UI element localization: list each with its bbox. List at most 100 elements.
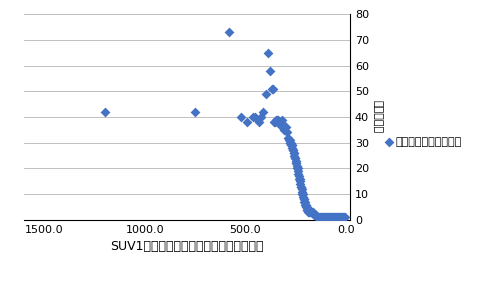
X-axis label: SUV1台あたりの巡回経路の距離（マス）: SUV1台あたりの巡回経路の距離（マス） xyxy=(110,240,264,253)
認識がずれている期間 xyxy=(299,192,307,197)
認識がずれている期間 xyxy=(287,143,295,147)
認識がずれている期間 xyxy=(101,110,108,114)
認識がずれている期間 xyxy=(300,197,308,202)
認識がずれている期間 xyxy=(327,215,335,220)
認識がずれている期間 xyxy=(337,215,345,220)
認識がずれている期間 xyxy=(292,161,300,166)
認識がずれている期間 xyxy=(289,148,297,153)
認識がずれている期間 xyxy=(302,202,310,207)
認識がずれている期間 xyxy=(304,210,312,215)
認識がずれている期間 xyxy=(226,30,233,34)
認識がずれている期間 xyxy=(339,215,347,220)
認識がずれている期間 xyxy=(277,120,284,124)
認識がずれている期間 xyxy=(336,215,344,220)
認識がずれている期間 xyxy=(309,210,316,215)
認識がずれている期間 xyxy=(263,50,271,55)
認識がずれている期間 xyxy=(301,200,309,204)
認識がずれている期間 xyxy=(333,215,341,220)
認識がずれている期間 xyxy=(314,215,322,220)
認識がずれている期間 xyxy=(238,115,245,119)
認識がずれている期間 xyxy=(307,210,314,215)
認識がずれている期間 xyxy=(329,215,337,220)
認識がずれている期間 xyxy=(294,166,301,171)
認識がずれている期間 xyxy=(341,215,349,220)
認識がずれている期間 xyxy=(294,169,302,173)
認識がずれている期間 xyxy=(321,215,329,220)
認識がずれている期間 xyxy=(275,120,282,124)
認識がずれている期間 xyxy=(298,187,306,191)
認識がずれている期間 xyxy=(316,215,324,220)
認識がずれている期間 xyxy=(296,179,304,184)
認識がずれている期間 xyxy=(322,215,330,220)
認識がずれている期間 xyxy=(335,215,343,220)
認識がずれている期間 xyxy=(297,184,305,189)
認識がずれている期間 xyxy=(325,215,333,220)
認識がずれている期間 xyxy=(295,177,303,181)
認識がずれている期間 xyxy=(287,140,295,145)
認識がずれている期間 xyxy=(282,125,290,130)
認識がずれている期間 xyxy=(313,215,321,220)
認識がずれている期間 xyxy=(308,210,315,215)
認識がずれている期間 xyxy=(266,69,274,73)
認識がずれている期間 xyxy=(260,110,267,114)
認識がずれている期間 xyxy=(306,210,313,215)
認識がずれている期間 xyxy=(296,177,304,181)
認識がずれている期間 xyxy=(293,161,300,166)
認識がずれている期間 xyxy=(283,130,291,135)
認識がずれている期間 xyxy=(284,135,292,140)
認識がずれている期間 xyxy=(288,143,295,147)
認識がずれている期間 xyxy=(294,166,301,171)
認識がずれている期間 xyxy=(271,120,278,124)
認識がずれている期間 xyxy=(323,215,330,220)
認識がずれている期間 xyxy=(311,213,319,217)
認識がずれている期間 xyxy=(286,138,294,142)
認識がずれている期間 xyxy=(296,182,304,186)
認識がずれている期間 xyxy=(318,215,326,220)
認識がずれている期間 xyxy=(278,117,285,122)
認識がずれている期間 xyxy=(252,115,260,119)
認識がずれている期間 xyxy=(261,92,269,96)
認識がずれている期間 xyxy=(303,208,311,212)
認識がずれている期間 xyxy=(292,156,299,160)
認識がずれている期間 xyxy=(300,197,308,202)
認識がずれている期間 xyxy=(317,215,325,220)
認識がずれている期間 xyxy=(291,156,299,160)
認識がずれている期間 xyxy=(290,151,298,155)
認識がずれている期間 xyxy=(291,153,298,158)
認識がずれている期間 xyxy=(290,151,297,155)
認識がずれている期間 xyxy=(281,125,289,130)
認識がずれている期間 xyxy=(305,210,312,215)
認識がずれている期間 xyxy=(320,215,328,220)
認識がずれている期間 xyxy=(274,117,281,122)
認識がずれている期間 xyxy=(273,117,280,122)
認識がずれている期間 xyxy=(278,122,286,127)
認識がずれている期間 xyxy=(191,110,199,114)
認識がずれている期間 xyxy=(276,122,283,127)
Legend: 認識がずれている期間: 認識がずれている期間 xyxy=(382,132,467,151)
認識がずれている期間 xyxy=(312,213,320,217)
認識がずれている期間 xyxy=(326,215,334,220)
認識がずれている期間 xyxy=(338,215,346,220)
認識がずれている期間 xyxy=(292,158,299,163)
Y-axis label: ステップ数: ステップ数 xyxy=(373,100,383,134)
認識がずれている期間 xyxy=(287,140,295,145)
認識がずれている期間 xyxy=(331,215,339,220)
認識がずれている期間 xyxy=(295,171,302,176)
認識がずれている期間 xyxy=(302,205,310,209)
認識がずれている期間 xyxy=(328,215,336,220)
認識がずれている期間 xyxy=(324,215,332,220)
認識がずれている期間 xyxy=(298,192,306,197)
認識がずれている期間 xyxy=(286,140,294,145)
認識がずれている期間 xyxy=(289,148,297,153)
認識がずれている期間 xyxy=(299,195,307,199)
認識がずれている期間 xyxy=(303,208,311,212)
認識がずれている期間 xyxy=(310,213,318,217)
認識がずれている期間 xyxy=(293,164,301,168)
認識がずれている期間 xyxy=(319,215,327,220)
認識がずれている期間 xyxy=(297,184,305,189)
認識がずれている期間 xyxy=(243,120,251,124)
認識がずれている期間 xyxy=(334,215,342,220)
認識がずれている期間 xyxy=(315,215,323,220)
認識がずれている期間 xyxy=(249,115,257,119)
認識がずれている期間 xyxy=(330,215,338,220)
